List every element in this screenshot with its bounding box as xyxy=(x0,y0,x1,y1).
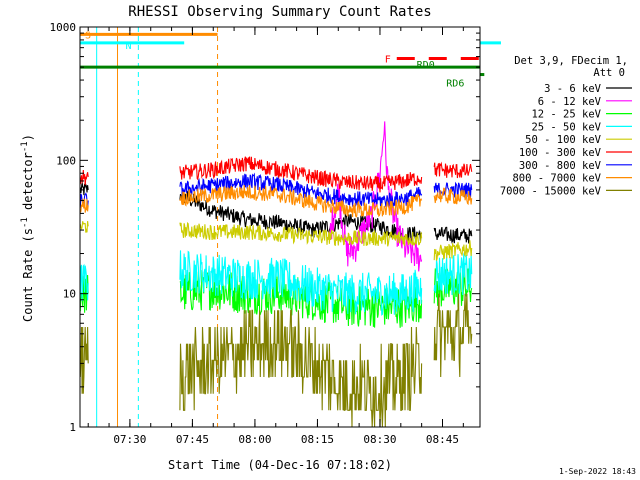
y-axis-label: Count Rate (s-1 detector-1) xyxy=(20,134,35,322)
annotation-label-rd0: RD0 xyxy=(417,60,435,71)
series-segment-8-2 xyxy=(433,293,473,378)
series-segment-4-2 xyxy=(433,240,473,261)
legend-label-4: 50 - 100 keV xyxy=(525,134,602,146)
y-axis-label-close: ) xyxy=(21,134,35,141)
axes: 1 10 100 1000 07:30 07:45 08:00 08:15 08:30 08:45 xyxy=(50,21,481,446)
series-segment-7-0 xyxy=(79,198,89,213)
y-tick-label-0: 1 xyxy=(69,421,76,434)
series-7000-15000-kev xyxy=(79,293,473,428)
x-tick-label-1: 07:45 xyxy=(176,433,209,446)
y-tick-label-1: 10 xyxy=(63,288,76,301)
series-50-100-kev xyxy=(79,221,473,261)
series-segment-8-0 xyxy=(79,326,89,394)
footer-date: 1-Sep-2022 18:43 xyxy=(559,467,636,476)
x-tick-label-0: 07:30 xyxy=(113,433,146,446)
legend-header-1: Att 0 xyxy=(593,67,625,79)
y-axis-label-main: Count Rate (s xyxy=(21,228,35,322)
series-300-800-kev xyxy=(79,172,473,208)
series-segment-3-2 xyxy=(433,253,473,296)
series-800-7000-kev xyxy=(79,184,473,218)
annotation-label-n: N xyxy=(126,41,132,52)
series-segment-0-0 xyxy=(79,181,89,196)
series-segment-0-2 xyxy=(433,226,473,244)
series-25-50-kev xyxy=(79,250,473,316)
series-segment-3-1 xyxy=(179,250,423,316)
legend-header-0: Det 3,9, FDecim 1, xyxy=(514,55,628,67)
series-segment-4-1 xyxy=(179,221,423,247)
series-segment-6-1 xyxy=(179,172,423,207)
legend-label-3: 25 - 50 keV xyxy=(531,121,601,133)
legend-label-7: 800 - 7000 keV xyxy=(512,173,601,185)
series-segment-8-1 xyxy=(179,309,423,428)
x-tick-label-4: 08:30 xyxy=(363,433,396,446)
series-segment-7-2 xyxy=(433,187,473,206)
annotation-bars: S N F RD0 RD6 xyxy=(80,30,501,90)
series-segment-4-0 xyxy=(79,221,89,233)
x-tick-label-2: 08:00 xyxy=(238,433,271,446)
legend-label-0: 3 - 6 keV xyxy=(544,83,602,95)
annotation-label-f: F xyxy=(385,55,391,66)
annotation-label-s: S xyxy=(85,30,91,41)
series-segment-5-0 xyxy=(79,169,89,186)
annotation-label-rd6: RD6 xyxy=(446,79,464,90)
legend-label-2: 12 - 25 keV xyxy=(531,109,601,121)
legend-label-5: 100 - 300 keV xyxy=(519,147,602,159)
x-tick-label-3: 08:15 xyxy=(301,433,334,446)
y-tick-label-3: 1000 xyxy=(50,21,77,34)
series-3-6-kev xyxy=(79,181,473,244)
x-axis-label: Start Time (04-Dec-16 07:18:02) xyxy=(168,458,392,472)
series-segment-5-1 xyxy=(179,156,423,193)
y-axis-label-exp: -1 xyxy=(20,217,30,228)
y-axis-label-rest: detector xyxy=(21,152,35,217)
series-segment-5-2 xyxy=(433,161,473,179)
y-axis-label-exp2: -1 xyxy=(20,141,30,152)
plot-frame xyxy=(79,26,481,428)
legend-label-1: 6 - 12 keV xyxy=(538,96,602,108)
legend-label-6: 300 - 800 keV xyxy=(519,160,602,172)
legend-label-8: 7000 - 15000 keV xyxy=(500,185,602,197)
y-tick-label-2: 100 xyxy=(56,154,76,167)
series-100-300-kev xyxy=(79,156,473,193)
chart-title: RHESSI Observing Summary Count Rates xyxy=(128,4,431,20)
series-segment-3-0 xyxy=(79,263,89,302)
series-segment-7-1 xyxy=(179,184,423,218)
x-tick-label-5: 08:45 xyxy=(426,433,459,446)
series-layer xyxy=(79,121,473,428)
series-segment-0-1 xyxy=(179,189,423,244)
